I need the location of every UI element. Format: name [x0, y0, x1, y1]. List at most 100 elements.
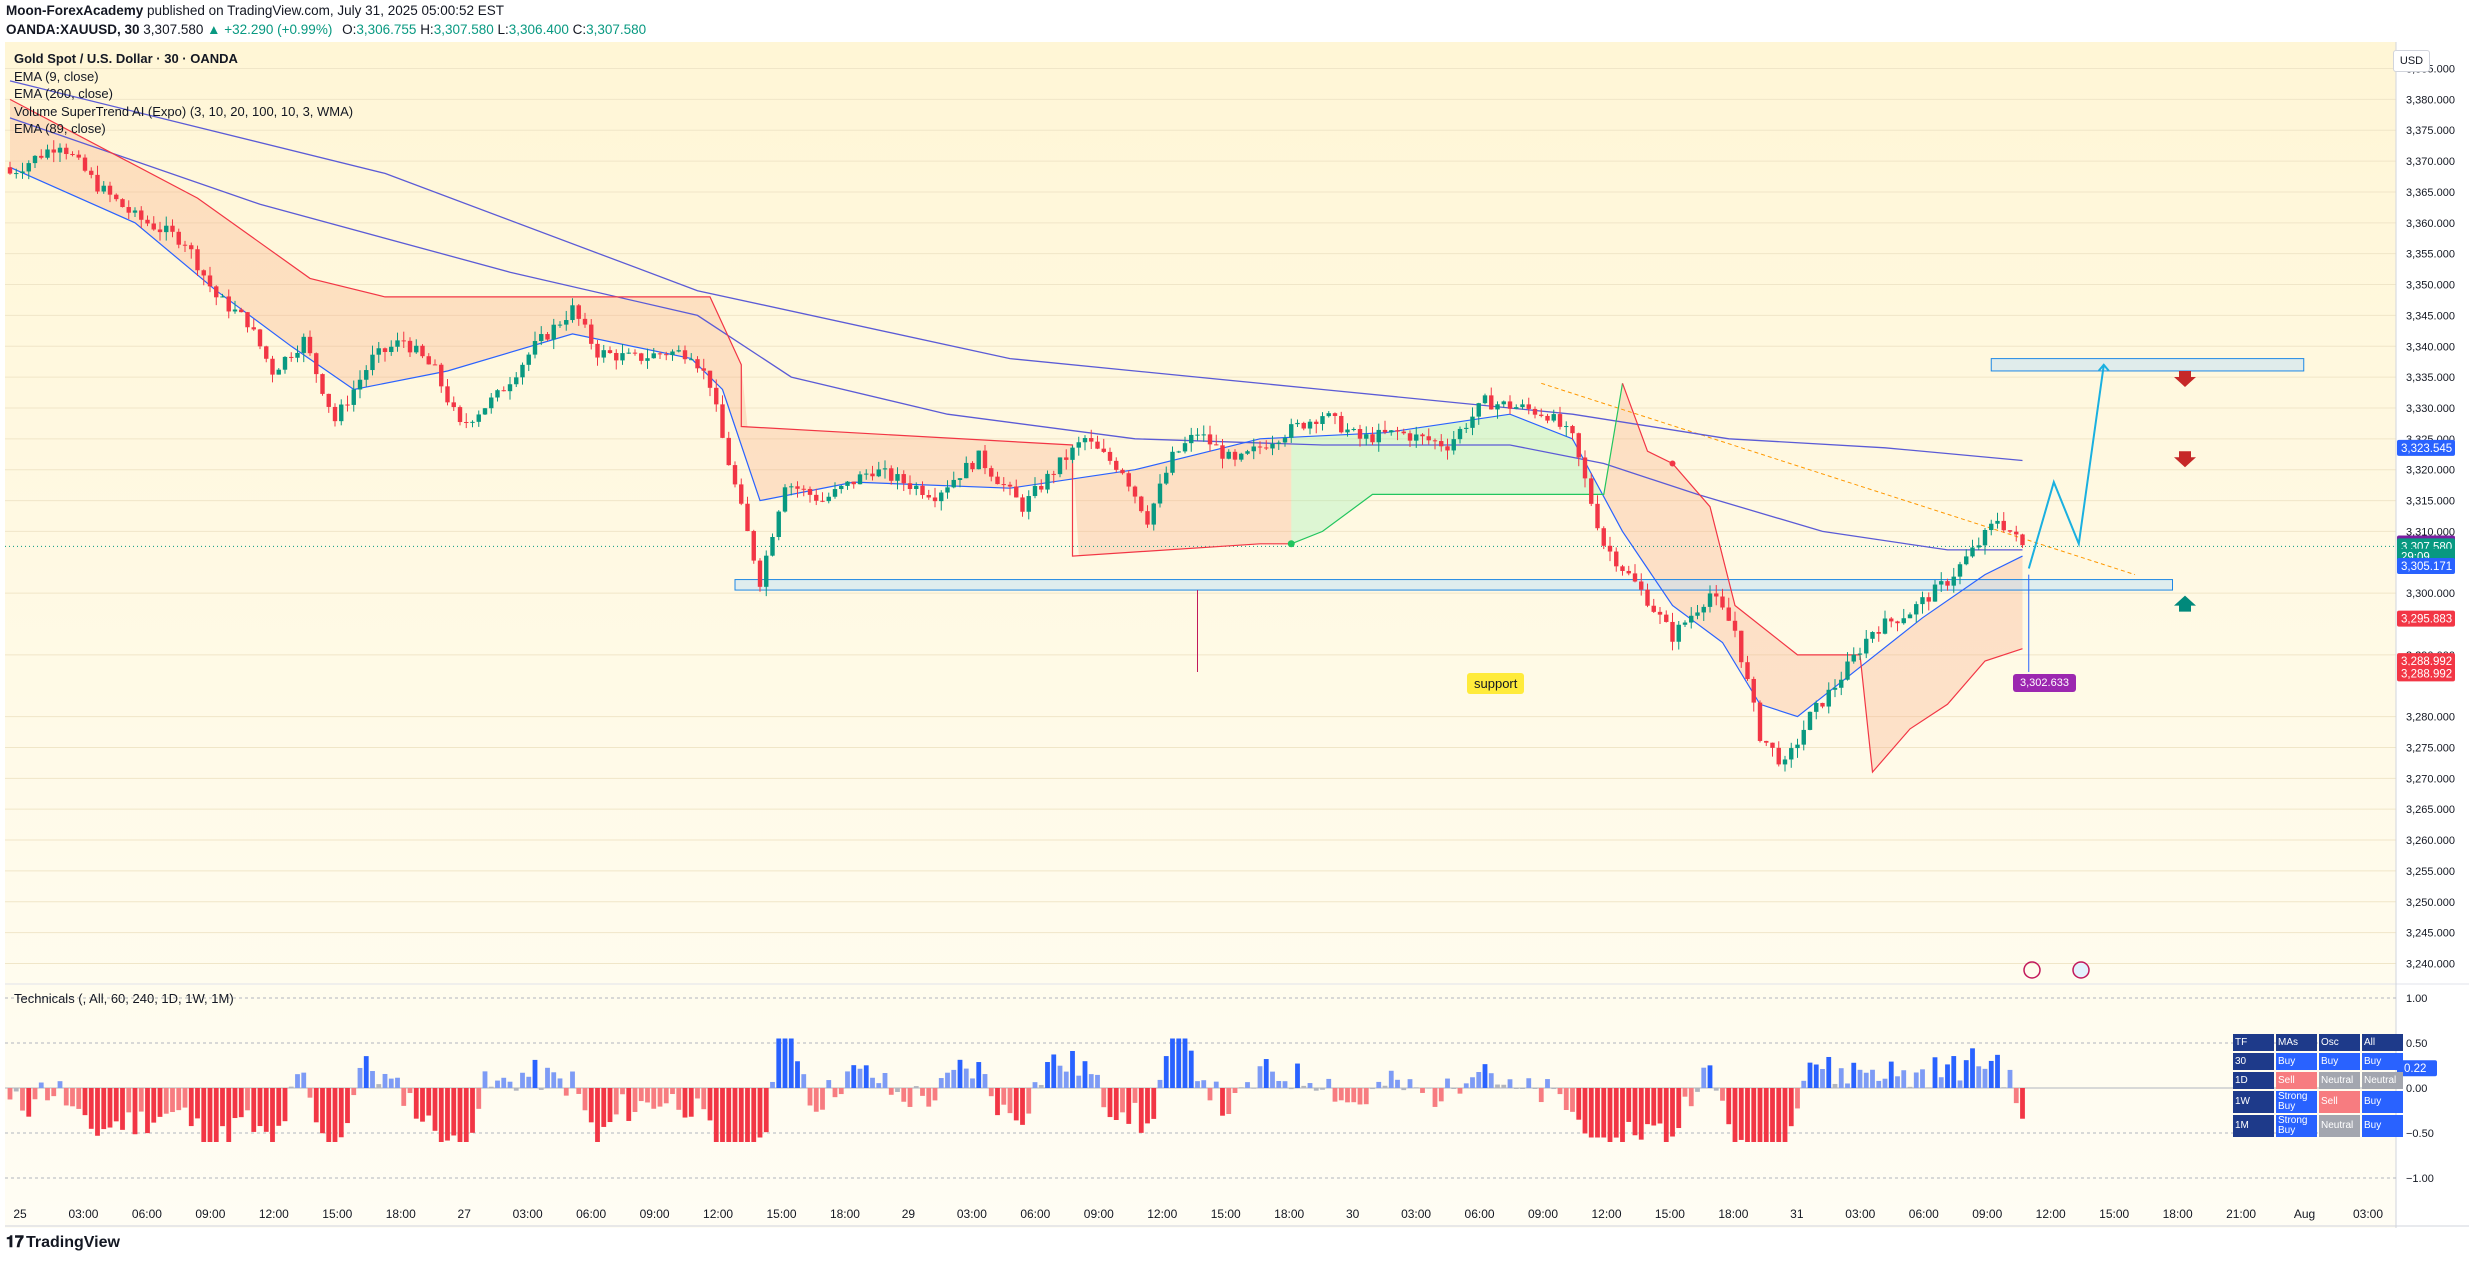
candle-body — [1307, 421, 1313, 429]
table-header-cell: All — [2362, 1034, 2403, 1051]
tech-bar — [132, 1088, 138, 1135]
tech-bar — [1138, 1088, 1144, 1133]
trend-flip-dot — [1287, 540, 1295, 548]
tech-bar — [1876, 1080, 1882, 1088]
tech-bar — [138, 1088, 144, 1112]
technicals-histogram: 1.00 0.50 0.00 −0.50 −1.00 — [5, 993, 2434, 1185]
tech-bar — [1513, 1088, 1519, 1089]
tech-bar — [945, 1072, 950, 1088]
candle-body — [95, 174, 100, 192]
ema9-line — [9, 166, 2023, 718]
legend-ema89[interactable]: EMA (89, close) — [14, 121, 106, 136]
tech-bar — [1020, 1088, 1025, 1125]
legend-ema9[interactable]: EMA (9, close) — [14, 68, 99, 84]
tech-bar — [1857, 1069, 1863, 1088]
candle-body — [132, 210, 138, 213]
candle-body — [820, 500, 825, 502]
legend-supertrend[interactable]: Volume SuperTrend AI (Expo) (3, 10, 20, … — [14, 103, 354, 119]
candle-body — [432, 364, 438, 366]
tech-bar — [1882, 1078, 1888, 1088]
legend-ema200[interactable]: EMA (200, close) — [14, 86, 113, 101]
tech-bar — [745, 1088, 750, 1142]
price-tag — [2397, 557, 2455, 574]
tradingview-logo[interactable]: 𝟏𝟕 TradingView — [6, 1234, 120, 1252]
tech-bar — [288, 1086, 294, 1088]
tech-bar — [1776, 1088, 1782, 1142]
candle-body — [126, 207, 131, 213]
tech-bar — [651, 1088, 657, 1109]
legend-title[interactable]: Gold Spot / U.S. Dollar · 30 · OANDA — [14, 51, 238, 66]
candle-body — [1595, 503, 1600, 529]
tech-bar — [1451, 1088, 1457, 1089]
price-chart[interactable]: 1.000.500.00−0.50−1.00 3,385.0003,380.00… — [0, 42, 2469, 1228]
author-name[interactable]: Moon-ForexAcademy — [6, 3, 144, 18]
candle-body — [1814, 702, 1819, 712]
currency-button[interactable]: USD — [2393, 50, 2430, 72]
tech-bar — [1526, 1078, 1532, 1088]
tech-bar — [220, 1088, 225, 1127]
candle-body — [1551, 414, 1556, 421]
candle-body — [351, 389, 356, 405]
support-label[interactable]: support — [1467, 673, 1525, 694]
x-tick-label: 03:00 — [513, 1207, 543, 1221]
tech-bar — [776, 1038, 782, 1088]
x-tick-label: 18:00 — [1718, 1207, 1748, 1221]
candle-body — [676, 350, 681, 352]
price-marker-label[interactable]: 3,302.633 — [2013, 674, 2076, 692]
candle-body — [1482, 395, 1488, 404]
candle-body — [120, 199, 125, 208]
tech-bar — [813, 1088, 819, 1112]
tech-bar — [482, 1071, 488, 1088]
candle-body — [801, 488, 806, 490]
candle-body — [1182, 443, 1188, 452]
symbol-name[interactable]: OANDA:XAUUSD, 30 — [6, 22, 140, 37]
tech-bar — [576, 1088, 582, 1094]
technicals-label[interactable]: Technicals (, All, 60, 240, 1D, 1W, 1M) — [14, 991, 234, 1006]
candle-body — [1801, 729, 1806, 745]
tech-bar — [1320, 1088, 1325, 1090]
candle-body — [532, 341, 538, 355]
table-cell: Neutral — [2319, 1072, 2360, 1089]
candle-body — [1070, 447, 1075, 460]
candle-body — [995, 476, 1000, 485]
table-cell: 30 — [2233, 1053, 2274, 1070]
candle-body — [839, 485, 844, 490]
candle-body — [1832, 687, 1838, 690]
tech-bar — [1926, 1087, 1932, 1089]
tech-bar — [363, 1056, 369, 1088]
tech-bar — [70, 1088, 75, 1107]
candle-body — [407, 340, 413, 353]
tech-bar — [901, 1088, 907, 1102]
candle-body — [282, 356, 288, 370]
high-value: 3,307.580 — [433, 22, 494, 37]
tech-bar — [1245, 1082, 1250, 1088]
candle-body — [664, 354, 669, 356]
up-arrow-icon — [2174, 595, 2196, 612]
tech-bar — [1726, 1088, 1732, 1125]
candle-body — [1189, 434, 1194, 444]
candle-body — [451, 402, 456, 408]
tech-bar — [1688, 1088, 1694, 1107]
tech-bar — [1507, 1079, 1513, 1088]
candle-body — [1807, 711, 1813, 730]
tech-bar — [782, 1038, 788, 1088]
candle-body — [2007, 530, 2013, 532]
x-tick-label: 09:00 — [195, 1207, 225, 1221]
tech-bar — [1626, 1088, 1632, 1122]
candle-body — [370, 354, 375, 371]
tech-bar — [1163, 1056, 1169, 1088]
candle-body — [1782, 759, 1788, 765]
candle-body — [501, 390, 506, 392]
tech-bar — [713, 1088, 719, 1142]
candle-body — [720, 404, 725, 438]
candle-body — [970, 462, 975, 470]
tech-bar — [1682, 1088, 1688, 1097]
tech-bar — [820, 1088, 825, 1110]
tech-bar — [1932, 1057, 1938, 1088]
candle-body — [1420, 434, 1425, 437]
tech-bar — [1782, 1088, 1788, 1142]
candle-body — [1657, 611, 1663, 615]
tech-bar — [701, 1088, 707, 1110]
candle-body — [1745, 662, 1750, 679]
y-tick-label: 3,275.000 — [2406, 742, 2455, 754]
